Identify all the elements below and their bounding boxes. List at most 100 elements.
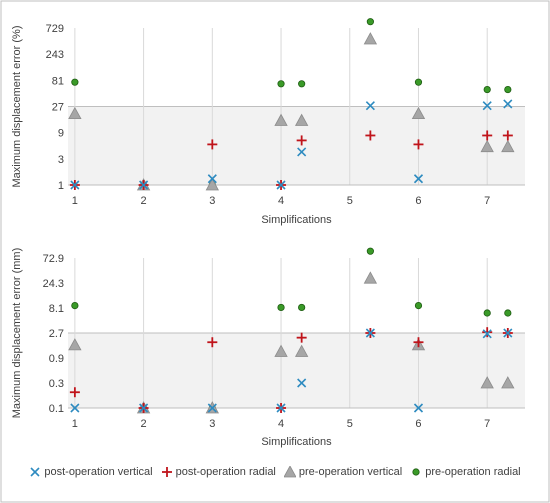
- data-point-plus: [296, 135, 307, 146]
- legend: post-operation vertical post-operation ra…: [0, 466, 550, 481]
- y-tick-label: 27: [52, 102, 64, 114]
- data-point-plus: [207, 139, 218, 150]
- data-point-circle: [483, 309, 491, 317]
- data-point-circle: [298, 80, 306, 88]
- x-tick-label: 7: [484, 195, 490, 207]
- legend-item: post-operation radial: [161, 466, 276, 478]
- legend-item: pre-operation radial: [410, 466, 521, 478]
- x-tick-label: 3: [209, 195, 215, 207]
- data-point-triangle: [68, 106, 82, 120]
- data-point-x: [276, 403, 286, 413]
- data-point-x: [482, 329, 492, 339]
- legend-marker-x: [30, 467, 40, 477]
- y-axis-title: Maximum displacement error (mm): [11, 248, 23, 419]
- chart-panel-mm: 1 2 3 4 5 6 7 0.1 0.3 0.9 2.7 8.1 24.3 72.9 Simplifica…: [11, 247, 525, 448]
- data-point-plus: [502, 130, 513, 141]
- data-point-plus: [296, 332, 307, 343]
- x-tick-label: 1: [72, 195, 78, 207]
- y-tick-label: 72.9: [43, 253, 64, 265]
- x-tick-label: 3: [209, 418, 215, 430]
- data-point-x: [503, 99, 513, 109]
- data-point-plus: [69, 387, 80, 398]
- data-point-circle: [298, 303, 306, 312]
- data-point-circle: [277, 80, 285, 88]
- legend-label: post-operation radial: [175, 466, 276, 478]
- y-tick-label: 729: [46, 23, 64, 35]
- y-tick-label: 3: [58, 154, 64, 166]
- data-point-x: [297, 147, 307, 157]
- data-point-plus: [207, 337, 218, 348]
- legend-marker-plus: [161, 467, 172, 477]
- data-point-circle: [277, 303, 285, 312]
- data-point-x: [276, 180, 286, 190]
- chart-panel-percent: 1 2 3 4 5 6 7 1 3 9 27 81 243 729 Simplifications Maxim…: [11, 18, 525, 226]
- data-point-x: [482, 101, 492, 111]
- data-point-circle: [414, 78, 423, 86]
- y-tick-label: 24.3: [43, 278, 64, 290]
- data-point-circle: [483, 85, 491, 94]
- y-tick-label: 9: [58, 128, 64, 140]
- data-point-triangle: [205, 178, 219, 191]
- x-tick-label: 4: [278, 418, 284, 430]
- y-tick-label: 81: [52, 75, 64, 87]
- data-point-triangle: [274, 344, 288, 357]
- data-point-circle: [414, 302, 423, 310]
- data-point-triangle: [411, 106, 426, 120]
- data-point-x: [365, 101, 375, 111]
- data-point-x: [365, 328, 375, 338]
- data-point-triangle: [274, 113, 288, 126]
- data-point-triangle: [294, 344, 309, 357]
- data-point-x: [70, 403, 80, 413]
- data-point-x: [139, 403, 149, 413]
- y-tick-label: 8.1: [49, 303, 64, 315]
- legend-label: pre-operation radial: [425, 466, 521, 478]
- data-point-triangle: [501, 376, 515, 389]
- y-tick-label: 0.1: [49, 403, 64, 415]
- data-point-x: [207, 174, 217, 184]
- legend-marker-shape: [283, 466, 296, 478]
- data-point-x: [503, 328, 513, 338]
- legend-marker-circle: [412, 468, 420, 476]
- data-point-circle: [366, 247, 374, 255]
- legend-item: pre-operation vertical: [283, 466, 402, 478]
- x-axis-title: Simplifications: [261, 214, 332, 226]
- legend-item: post-operation vertical: [29, 466, 153, 478]
- data-point-triangle: [363, 32, 378, 45]
- data-point-circle: [71, 302, 79, 310]
- legend-marker-triangle: [283, 466, 296, 478]
- data-point-x: [70, 180, 80, 190]
- data-point-x: [207, 403, 217, 413]
- x-tick-label: 2: [141, 195, 147, 207]
- data-point-plus: [365, 130, 376, 141]
- x-tick-label: 1: [72, 418, 78, 430]
- data-point-circle: [504, 309, 512, 317]
- x-tick-label: 6: [415, 195, 421, 207]
- x-tick-label: 5: [347, 195, 353, 207]
- x-tick-label: 7: [484, 418, 490, 430]
- x-tick-label: 4: [278, 195, 284, 207]
- legend-marker-shape: [30, 467, 40, 477]
- x-tick-label: 6: [415, 418, 421, 430]
- legend-marker-shape: [412, 468, 420, 476]
- data-point-triangle: [501, 139, 515, 153]
- y-tick-label: 2.7: [49, 328, 64, 340]
- y-tick-label: 243: [46, 49, 64, 61]
- data-point-plus: [413, 139, 424, 150]
- data-point-x: [413, 174, 424, 184]
- data-point-triangle: [363, 271, 378, 284]
- data-point-x: [413, 403, 424, 413]
- plot-band: [68, 106, 525, 185]
- data-point-circle: [71, 78, 79, 86]
- y-tick-label: 0.9: [49, 353, 64, 365]
- data-point-triangle: [480, 139, 494, 153]
- y-tick-label: 1: [58, 180, 64, 192]
- y-tick-label: 0.3: [49, 378, 64, 390]
- data-point-plus: [482, 327, 493, 338]
- legend-marker-shape: [161, 467, 172, 477]
- data-point-plus: [413, 337, 424, 348]
- plot-band: [68, 333, 525, 408]
- y-axis-title: Maximum displacement error (%): [11, 26, 23, 188]
- legend-label: post-operation vertical: [44, 466, 153, 478]
- data-point-x: [139, 180, 149, 190]
